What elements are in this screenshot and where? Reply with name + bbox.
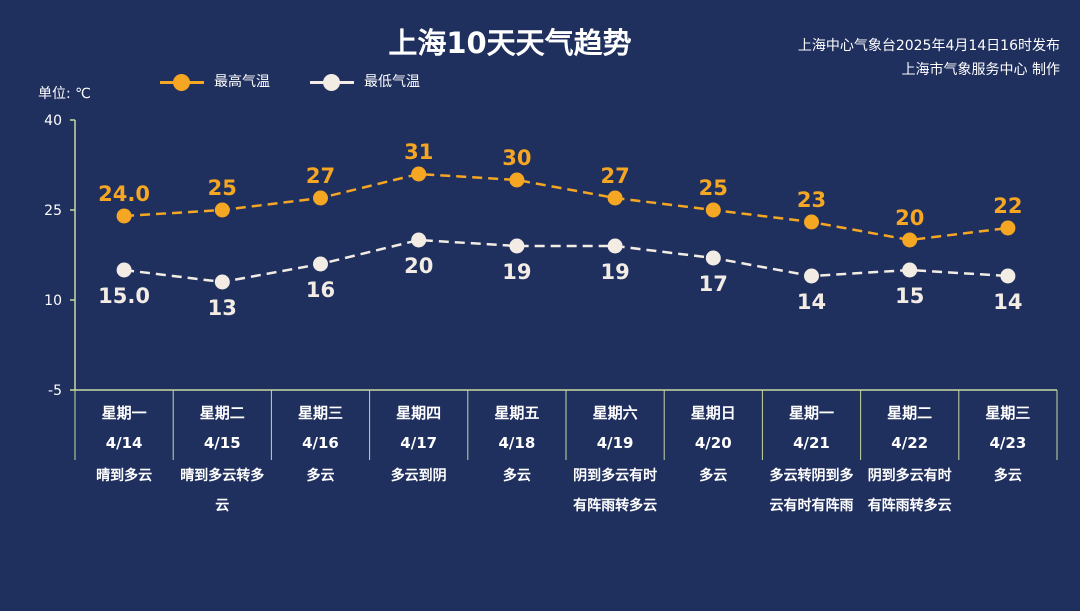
legend-dot-high	[173, 74, 190, 91]
high-temp-point	[705, 202, 721, 218]
legend-dot-low	[323, 74, 340, 91]
category-date: 4/22	[891, 434, 929, 452]
category-cell: 星期一 4/14 晴到多云	[75, 392, 173, 491]
low-temp-label: 17	[699, 272, 728, 296]
category-weather: 多云	[502, 468, 531, 484]
category-weather: 阴到多云有时有阵雨转多云	[573, 468, 658, 514]
category-date: 4/23	[989, 434, 1027, 452]
category-weather: 多云转阴到多云有时有阵雨	[769, 468, 854, 514]
high-temp-label: 25	[699, 176, 728, 200]
y-tick-label: 10	[44, 293, 62, 309]
high-temp-label: 22	[993, 194, 1022, 218]
high-temp-label: 25	[208, 176, 237, 200]
high-temp-point	[607, 190, 623, 206]
category-weather: 多云	[699, 468, 728, 484]
high-temp-point	[902, 232, 918, 248]
high-temp-point	[313, 190, 328, 206]
category-date: 4/14	[105, 434, 143, 452]
category-weekday: 星期二	[199, 404, 245, 422]
y-tick-label: 25	[44, 203, 62, 219]
legend-label-low: 最低气温	[364, 74, 420, 90]
category-weekday: 星期一	[101, 404, 147, 422]
low-temp-point	[313, 256, 328, 272]
high-temp-label: 31	[404, 140, 433, 164]
high-temp-label: 30	[502, 146, 531, 170]
category-weekday: 星期四	[396, 404, 442, 422]
issuer-line-1: 上海中心气象台2025年4月14日16时发布	[797, 38, 1060, 54]
category-cell: 星期二 4/15 晴到多云转多云	[173, 392, 271, 521]
category-weekday: 星期一	[788, 404, 834, 422]
category-cell: 星期四 4/17 多云到阴	[370, 392, 468, 491]
chart-title: 上海10天天气趋势	[388, 26, 632, 60]
low-temp-label: 14	[993, 290, 1022, 314]
category-weather: 多云	[306, 468, 335, 484]
high-temp-point	[509, 172, 525, 188]
low-temp-point	[411, 232, 427, 248]
category-weather: 晴到多云	[96, 468, 153, 484]
category-cell: 星期三 4/23 多云	[959, 392, 1057, 491]
low-temp-point	[509, 238, 525, 254]
category-weekday: 星期三	[985, 404, 1031, 422]
y-tick-label: 40	[44, 113, 62, 129]
low-temp-point	[116, 262, 132, 278]
category-date: 4/15	[203, 434, 241, 452]
low-temp-point	[902, 262, 918, 278]
low-temp-point	[607, 238, 623, 254]
category-cell: 星期五 4/18 多云	[468, 392, 566, 491]
low-temp-point	[705, 250, 721, 266]
low-temp-label: 13	[208, 296, 237, 320]
high-temp-label: 24.0	[98, 182, 150, 206]
high-temp-label: 27	[600, 164, 629, 188]
low-temp-label: 16	[306, 278, 335, 302]
low-temp-label: 19	[502, 260, 531, 284]
low-temp-label: 15.0	[98, 284, 150, 308]
low-temp-point	[214, 274, 230, 290]
high-temp-line	[124, 172, 1009, 242]
category-weekday: 星期六	[592, 404, 638, 422]
category-date: 4/16	[302, 434, 339, 452]
category-date: 4/18	[498, 434, 536, 452]
low-temp-label: 20	[404, 254, 433, 278]
issuer-line-2: 上海市气象服务中心 制作	[901, 62, 1060, 78]
category-date: 4/20	[694, 434, 732, 452]
category-cell: 星期二 4/22 阴到多云有时有阵雨转多云	[861, 392, 959, 521]
low-temp-label: 19	[600, 260, 629, 284]
category-date: 4/17	[400, 434, 438, 452]
high-temp-point	[1000, 220, 1016, 236]
y-axis-unit: 单位: ℃	[38, 86, 91, 102]
low-temp-point	[1000, 268, 1016, 284]
category-weather: 多云到阴	[390, 468, 447, 484]
low-temp-label: 14	[797, 290, 826, 314]
y-tick-label: -5	[48, 383, 62, 399]
category-cell: 星期三 4/16 多云	[271, 392, 369, 491]
category-date: 4/21	[793, 434, 830, 452]
category-cell: 星期一 4/21 多云转阴到多云有时有阵雨	[762, 392, 860, 521]
category-date: 4/19	[596, 434, 634, 452]
category-weekday: 星期三	[297, 404, 343, 422]
high-temp-point	[214, 202, 230, 218]
category-weekday: 星期五	[494, 404, 540, 422]
high-temp-label: 20	[895, 206, 924, 230]
category-weather: 阴到多云有时有阵雨转多云	[867, 468, 952, 514]
low-temp-label: 15	[895, 284, 924, 308]
low-temp-point	[804, 268, 819, 284]
category-weekday: 星期日	[690, 404, 736, 422]
legend-label-high: 最高气温	[214, 74, 270, 90]
category-weather: 晴到多云转多云	[180, 468, 265, 514]
issuer-info: 上海中心气象台2025年4月14日16时发布 上海市气象服务中心 制作	[798, 34, 1060, 82]
category-cell: 星期日 4/20 多云	[664, 392, 762, 491]
low-temp-line	[123, 238, 1008, 284]
high-temp-point	[116, 208, 132, 224]
high-temp-point	[804, 214, 819, 230]
category-weather: 多云	[993, 468, 1022, 484]
high-temp-label: 27	[306, 164, 335, 188]
high-temp-point	[411, 166, 427, 182]
high-temp-label: 23	[797, 188, 826, 212]
category-weekday: 星期二	[887, 404, 933, 422]
category-cell: 星期六 4/19 阴到多云有时有阵雨转多云	[566, 392, 664, 521]
